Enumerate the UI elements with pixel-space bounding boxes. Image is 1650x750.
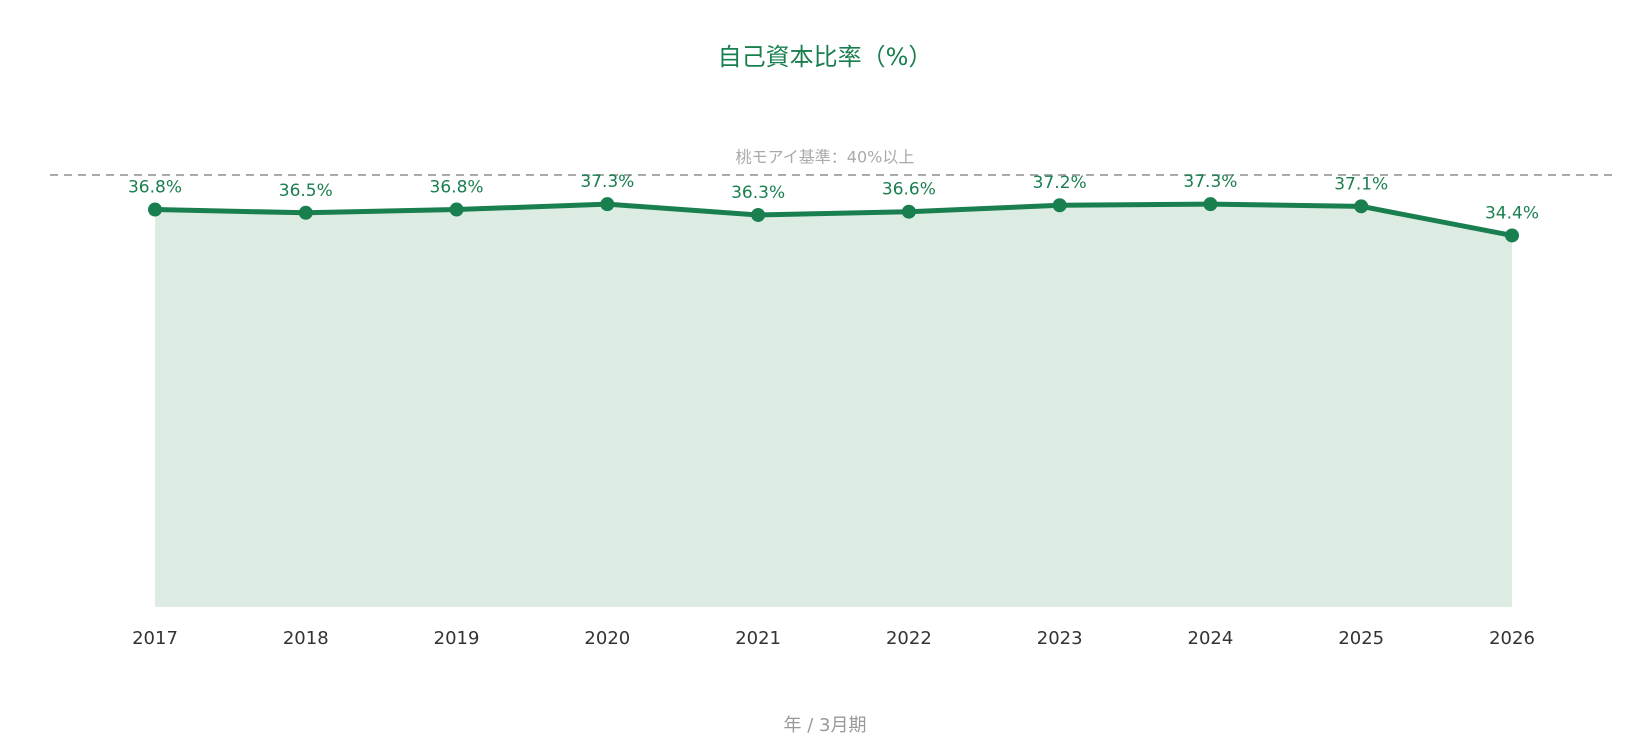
value-label: 37.3% — [1183, 172, 1237, 192]
reference-label: 桃モアイ基準：40%以上 — [736, 148, 915, 167]
x-tick-label: 2023 — [1037, 628, 1083, 649]
x-tick-label: 2018 — [283, 628, 329, 649]
point — [449, 202, 464, 217]
value-label: 36.3% — [731, 183, 785, 203]
value-label: 36.8% — [128, 178, 182, 198]
value-label: 36.5% — [279, 181, 333, 201]
value-label: 36.6% — [882, 180, 936, 200]
x-tick-label: 2024 — [1188, 628, 1234, 649]
area — [155, 204, 1512, 607]
x-axis-title: 年 / 3月期 — [784, 715, 867, 736]
point — [901, 204, 916, 219]
x-tick-label: 2019 — [434, 628, 480, 649]
x-tick-label: 2021 — [735, 628, 781, 649]
point — [1354, 199, 1369, 214]
x-tick-label: 2022 — [886, 628, 932, 649]
point — [298, 205, 313, 220]
value-label: 37.3% — [580, 172, 634, 192]
point — [148, 202, 162, 217]
chart-title: 自己資本比率（%） — [718, 43, 933, 71]
x-tick-label: 2017 — [132, 628, 178, 649]
point — [751, 207, 766, 222]
x-tick-label: 2020 — [584, 628, 630, 649]
point — [1203, 197, 1218, 212]
point — [600, 197, 615, 212]
x-tick-label: 2026 — [1489, 628, 1535, 649]
value-label: 34.4% — [1485, 203, 1539, 223]
value-label: 37.1% — [1334, 174, 1388, 194]
point — [1052, 198, 1067, 213]
value-label: 37.2% — [1033, 173, 1087, 193]
line — [154, 201, 1513, 238]
point — [1505, 228, 1519, 243]
value-label: 36.8% — [430, 178, 484, 198]
x-tick-label: 2025 — [1338, 628, 1384, 649]
